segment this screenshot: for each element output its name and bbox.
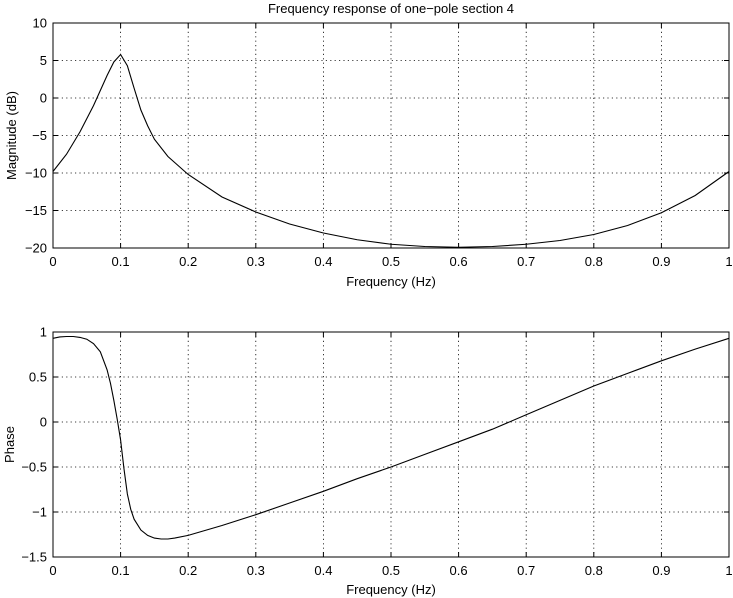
phase-xtick-label: 0.5 (382, 563, 400, 578)
phase-ylabel: Phase (2, 426, 17, 463)
magnitude-xtick-label: 0.9 (652, 254, 670, 269)
phase-ytick-label: 1 (40, 325, 47, 340)
magnitude-ytick-label: −15 (25, 203, 47, 218)
magnitude-ytick-label: 5 (40, 53, 47, 68)
phase-xtick-label: 0.4 (314, 563, 332, 578)
magnitude-xtick-label: 0.8 (585, 254, 603, 269)
phase-curve (52, 335, 730, 540)
phase-xtick-label: 1 (725, 563, 732, 578)
magnitude-ylabel: Magnitude (dB) (4, 91, 19, 180)
phase-xtick-label: 0.6 (450, 563, 468, 578)
phase-xtick-label: 0.7 (517, 563, 535, 578)
phase-ticks: 0 0.1 0.2 0.3 0.4 0.5 0.6 0.7 0.8 0.9 1 −1.5 −1 −0.5 0… (21, 325, 732, 579)
magnitude-ticks: 0 0.1 0.2 0.3 0.4 0.5 0.6 0.7 0.8 0.9 1 −20 −15 −10 −5… (25, 16, 733, 270)
magnitude-ytick-label: −5 (32, 128, 47, 143)
phase-xtick-label: 0.3 (247, 563, 265, 578)
magnitude-curve (52, 53, 730, 248)
phase-xlabel: Frequency (Hz) (346, 582, 436, 597)
magnitude-plot: Frequency response of one−pole section 4… (4, 1, 733, 289)
phase-ytick-label: 0 (40, 415, 47, 430)
magnitude-ytick-label: 10 (33, 16, 47, 31)
phase-ytick-label: 0.5 (29, 370, 47, 385)
magnitude-xtick-label: 0.2 (179, 254, 197, 269)
phase-ytick-label: −1 (32, 505, 47, 520)
phase-xtick-label: 0.9 (652, 563, 670, 578)
magnitude-xtick-label: 0.3 (247, 254, 265, 269)
magnitude-xtick-label: 0.4 (314, 254, 332, 269)
phase-xtick-label: 0.2 (179, 563, 197, 578)
magnitude-ytick-label: −10 (25, 166, 47, 181)
magnitude-title: Frequency response of one−pole section 4 (268, 1, 514, 16)
magnitude-xtick-label: 0.1 (112, 254, 130, 269)
phase-xtick-label: 0 (49, 563, 56, 578)
phase-ytick-label: −1.5 (21, 550, 47, 565)
magnitude-xtick-label: 0.7 (517, 254, 535, 269)
magnitude-ytick-label: −20 (25, 241, 47, 256)
phase-ytick-label: −0.5 (21, 460, 47, 475)
phase-plot: 0 0.1 0.2 0.3 0.4 0.5 0.6 0.7 0.8 0.9 1 −1.5 −1 −0.5 0… (2, 325, 733, 598)
magnitude-xtick-label: 1 (725, 254, 732, 269)
magnitude-xtick-label: 0.6 (450, 254, 468, 269)
phase-xtick-label: 0.8 (585, 563, 603, 578)
phase-grid (53, 332, 729, 557)
phase-xtick-label: 0.1 (112, 563, 130, 578)
magnitude-xlabel: Frequency (Hz) (346, 274, 436, 289)
magnitude-xtick-label: 0.5 (382, 254, 400, 269)
magnitude-xtick-label: 0 (49, 254, 56, 269)
magnitude-grid (53, 23, 729, 248)
magnitude-ytick-label: 0 (40, 91, 47, 106)
